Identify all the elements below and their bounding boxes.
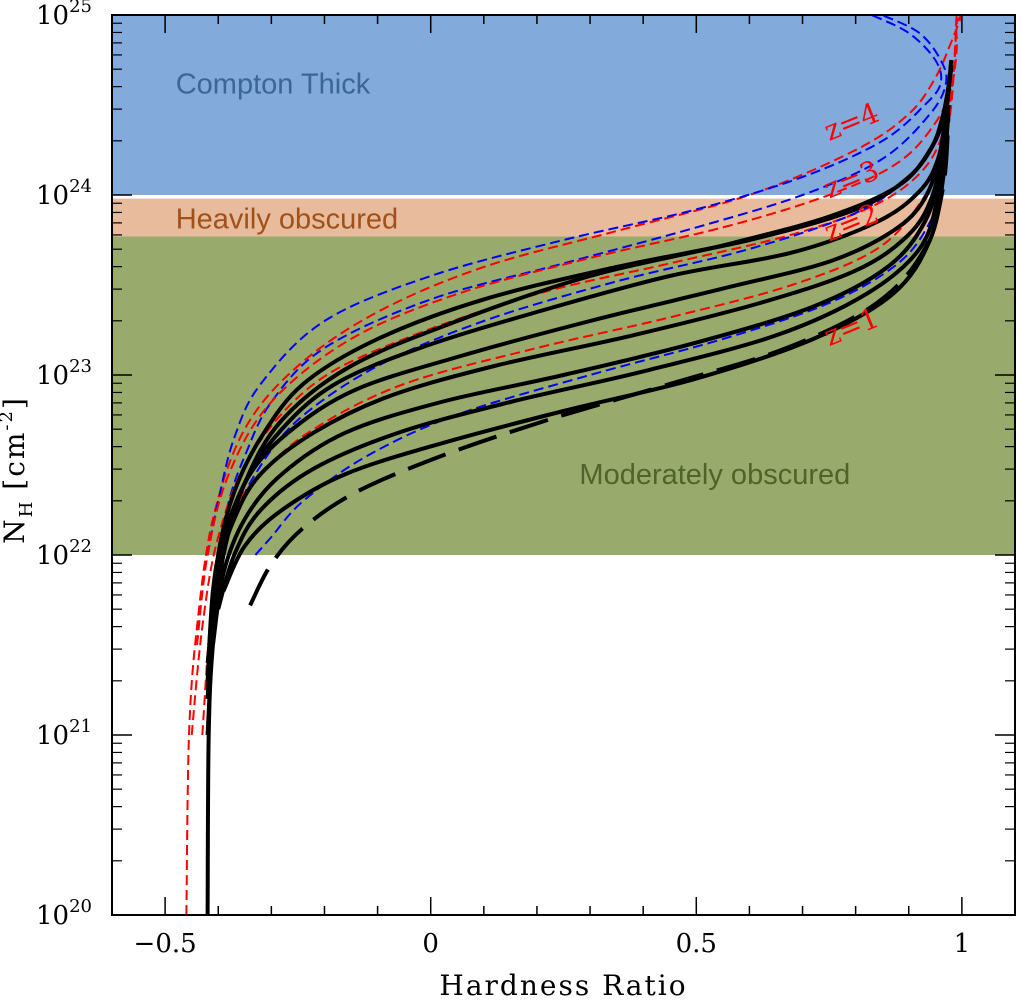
series-black-dash-long-16 <box>248 113 951 607</box>
region-label-2: Moderately obscured <box>579 459 850 491</box>
y-tick-label: 1021 <box>36 716 92 751</box>
region-label-1: Heavily obscured <box>176 203 398 235</box>
region-band-0 <box>112 15 1015 195</box>
axis-ticks: −0.5 0 0.5 1 1020 1021 1022 1023 1024 1025 <box>36 0 1016 959</box>
series-blue-dashed-2 <box>217 14 948 556</box>
x-tick-label: 0.5 <box>676 929 717 959</box>
y-axis-label: NH[cm-2] <box>0 396 37 544</box>
plot-border <box>111 14 1016 916</box>
x-axis-title: Hardness Ratio <box>439 969 687 1001</box>
series-blue-dashed-1 <box>206 14 943 556</box>
region-band-2 <box>112 236 1015 555</box>
series-black-solid-11 <box>205 86 951 682</box>
y-tick-label: 1023 <box>36 356 92 391</box>
y-axis-title: NH[cm-2] <box>0 396 37 544</box>
series-black-solid-12 <box>205 86 951 664</box>
x-tick-label: −0.5 <box>134 929 197 959</box>
x-tick-label: 1 <box>954 929 971 959</box>
model-curves <box>185 14 963 916</box>
y-tick-label: 1020 <box>36 896 92 931</box>
series-black-solid-14 <box>216 122 948 610</box>
y-tick-label: 1025 <box>36 0 92 31</box>
region-label-0: Compton Thick <box>176 68 371 100</box>
y-tick-label: 1024 <box>36 176 92 211</box>
x-tick-label: 0 <box>422 929 439 959</box>
series-black-solid-13 <box>210 104 948 646</box>
series-red-dashed-0 <box>185 14 963 916</box>
y-tick-label: 1022 <box>36 536 92 571</box>
plot-frame <box>111 14 1016 916</box>
